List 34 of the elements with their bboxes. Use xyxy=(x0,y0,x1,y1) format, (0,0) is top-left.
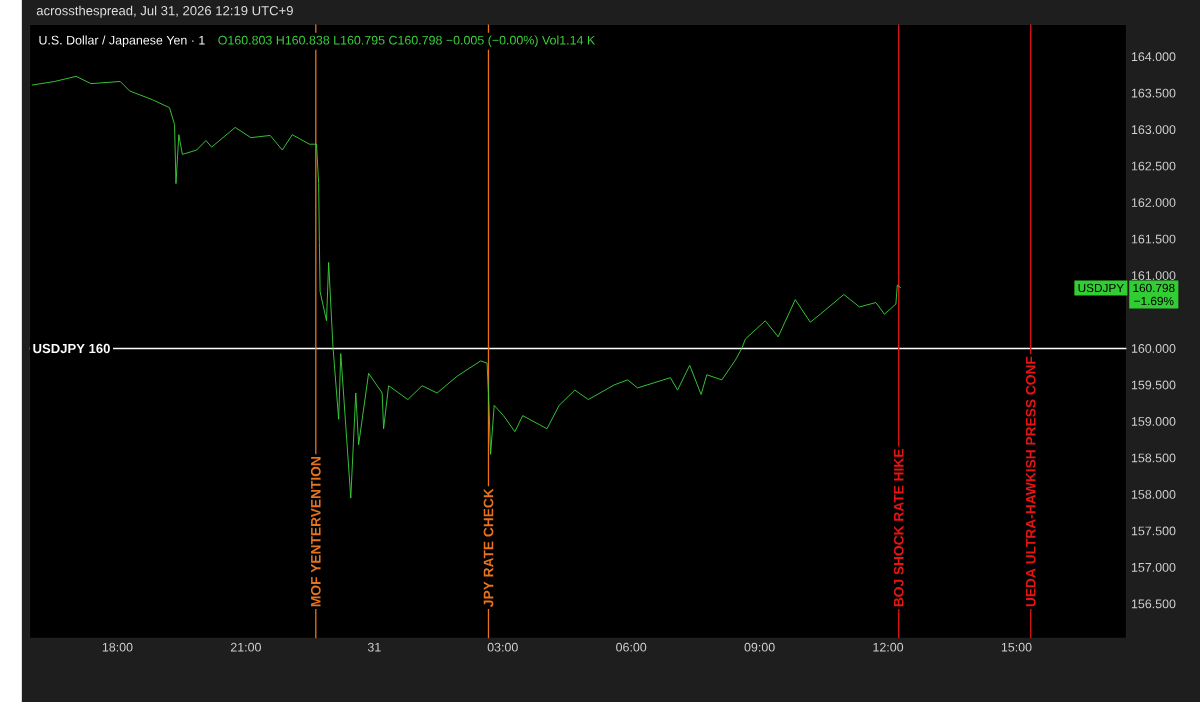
ref-line-label: JPY RATE CHECK xyxy=(483,488,494,607)
text: U.S. Dollar / Japanese Yen · 1 xyxy=(39,35,205,48)
y-tick-label: 162.500 xyxy=(1131,161,1176,171)
y-tick-label: 161.000 xyxy=(1131,271,1176,280)
text: 160.798 xyxy=(1133,283,1175,293)
y-tick-label: 158.000 xyxy=(1131,490,1176,499)
y-tick-label: 161.500 xyxy=(1131,234,1176,244)
x-tick-label: 15:00 xyxy=(1001,642,1032,652)
ref-line-label: BOJ SHOCK RATE HIKE xyxy=(893,449,904,607)
x-tick-label: 21:00 xyxy=(230,642,261,652)
y-tick-label: 163.000 xyxy=(1131,125,1176,135)
x-tick-label: 06:00 xyxy=(616,642,647,652)
y-tick-label: 157.500 xyxy=(1131,526,1176,536)
y-tick-label: 162.000 xyxy=(1131,198,1176,207)
text: O160.803 H160.838 L160.795 C160.798 −0.005 (−0.00%) Vol1.14 K xyxy=(218,35,596,48)
x-tick-label: 12:00 xyxy=(873,642,904,652)
ref-line-label: UEDA ULTRA-HAWKISH PRESS CONF xyxy=(1025,356,1036,607)
y-tick-label: 160.000 xyxy=(1131,344,1176,353)
x-tick-label: 31 xyxy=(367,642,381,652)
y-tick-label: 164.000 xyxy=(1131,52,1176,62)
y-tick-label: 159.500 xyxy=(1131,380,1176,390)
annotation: USDJPY xyxy=(1078,283,1124,293)
text: −1.69% xyxy=(1134,296,1174,306)
y-tick-label: 156.500 xyxy=(1131,599,1176,609)
ref-line-label: USDJPY 160 xyxy=(33,343,110,354)
x-tick-label: 03:00 xyxy=(487,642,518,652)
y-tick-label: 158.500 xyxy=(1131,453,1176,463)
x-tick-label: 09:00 xyxy=(744,642,775,652)
y-tick-label: 157.000 xyxy=(1131,562,1176,572)
x-tick-label: 18:00 xyxy=(102,642,133,652)
y-tick-label: 163.500 xyxy=(1131,88,1176,98)
y-tick-label: 159.000 xyxy=(1131,417,1176,426)
ref-line-label: MOF YENTERVENTION xyxy=(310,457,321,607)
text: acrossthespread, Jul 31, 2026 12:19 UTC+9 xyxy=(36,5,293,18)
